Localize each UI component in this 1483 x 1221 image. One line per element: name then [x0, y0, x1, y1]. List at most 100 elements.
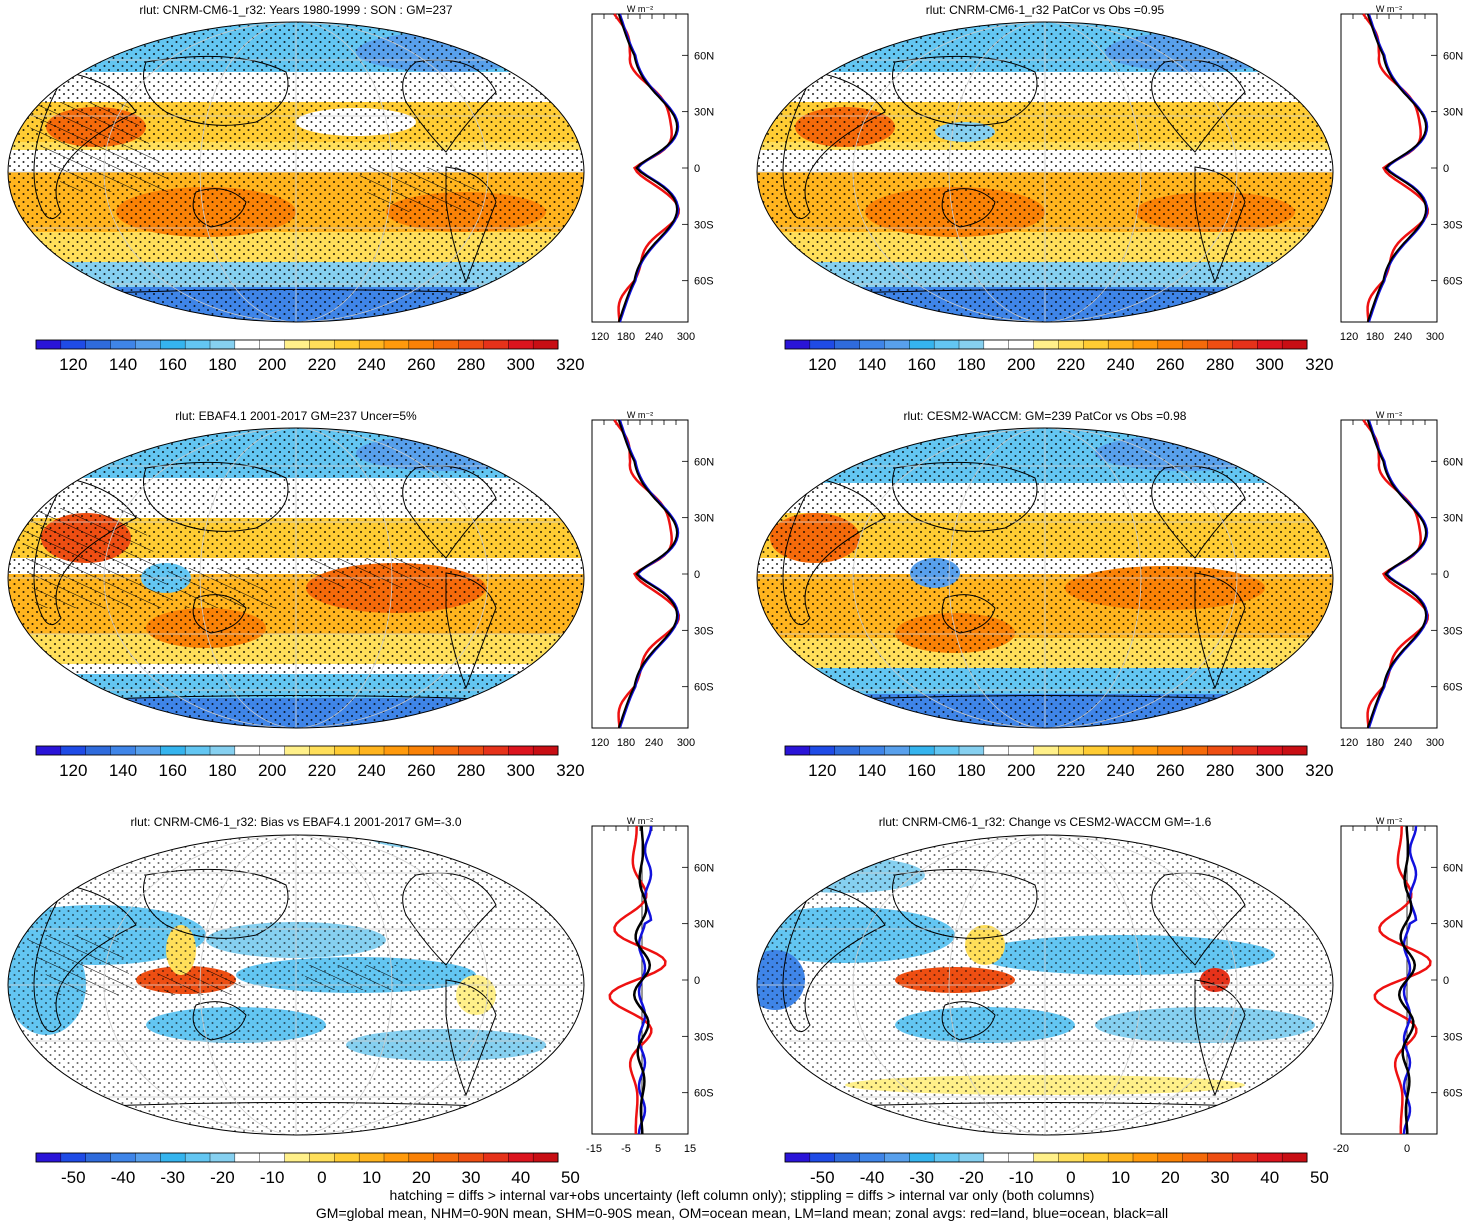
colorbar-cell: [184, 745, 211, 756]
map-robinson: [7, 427, 585, 729]
profile-x-label: 300: [677, 331, 695, 343]
colorbar-label: 280: [1206, 355, 1234, 374]
colorbar-cell: [1132, 339, 1159, 350]
colorbar-label: 140: [858, 355, 886, 374]
colorbar-cell: [784, 1152, 811, 1163]
lat-label: 30N: [694, 107, 714, 119]
colorbar-cell: [784, 745, 811, 756]
profile-x-label: 240: [1394, 737, 1412, 749]
colorbar-cell: [458, 339, 484, 350]
zonal-mean-profile: W m⁻² 60N 30N 0 30S 60S 120 180 240 300: [591, 410, 714, 749]
colorbar-cell: [408, 1152, 435, 1163]
colorbar-cell: [1132, 745, 1159, 756]
colorbar-cell: [784, 339, 811, 350]
colorbar-cell: [458, 745, 484, 756]
profile-x-label: 240: [1394, 331, 1412, 343]
colorbar-cell: [234, 339, 261, 350]
colorbar-cell: [933, 745, 960, 756]
colorbar-label: 20: [412, 1168, 431, 1187]
colorbar-cell: [433, 1152, 460, 1163]
profile-x-label: -20: [1333, 1143, 1349, 1155]
colorbar-cell: [1182, 1152, 1209, 1163]
profile-x-label: 120: [591, 331, 609, 343]
lat-label: 30S: [1443, 1031, 1463, 1043]
colorbar-label: 120: [59, 355, 87, 374]
colorbar-label: -50: [810, 1168, 835, 1187]
colorbar-cell: [184, 339, 211, 350]
colorbar-label: -40: [860, 1168, 885, 1187]
lat-label: 0: [1443, 163, 1449, 175]
colorbar-label: 220: [308, 355, 336, 374]
lat-label: 30S: [1443, 219, 1463, 231]
colorbar-cell: [809, 339, 836, 350]
panel-2: rlut: CNRM-CM6-1_r32 PatCor vs Obs =0.95: [756, 3, 1334, 374]
colorbar-cell: [1182, 745, 1209, 756]
colorbar-label: 300: [1256, 761, 1284, 780]
colorbar-cell: [1232, 339, 1258, 350]
zonal-profiles: W m⁻² 60N 30N 0 30S 60S 120 180 240 300 W m⁻² 60N 30…: [586, 4, 1463, 1155]
colorbar: 120 140 160 180 200 220 240 260 280 300 320: [35, 745, 585, 780]
profile-unit: W m⁻²: [1376, 410, 1402, 420]
zonal-curve: [613, 13, 681, 323]
colorbar-cell: [284, 745, 310, 756]
profile-x-label: 180: [617, 331, 635, 343]
colorbar-label: 220: [1057, 761, 1085, 780]
colorbar-label: -40: [111, 1168, 136, 1187]
profile-x-label: 240: [645, 331, 663, 343]
lat-label: 60N: [694, 456, 714, 468]
colorbar-cell: [1033, 745, 1059, 756]
colorbar-cell: [358, 745, 385, 756]
colorbar-cell: [1107, 745, 1134, 756]
colorbar-cell: [1083, 1152, 1109, 1163]
zonal-curve: [618, 13, 680, 323]
colorbar-label: 50: [561, 1168, 580, 1187]
map-robinson: [7, 21, 585, 323]
colorbar-label: -30: [160, 1168, 185, 1187]
colorbar-cell: [259, 339, 286, 350]
colorbar-cell: [983, 1152, 1010, 1163]
lat-label: 60N: [1443, 50, 1463, 62]
colorbar-cell: [1157, 745, 1184, 756]
lat-label: 60S: [1443, 682, 1463, 694]
zonal-curve: [1366, 419, 1428, 729]
colorbar-cell: [1033, 1152, 1059, 1163]
profile-x-label: 300: [1426, 331, 1444, 343]
colorbar-cell: [983, 339, 1010, 350]
panel-title: rlut: CESM2-WACCM: GM=239 PatCor vs Obs …: [904, 409, 1187, 423]
colorbar-label: 160: [908, 761, 936, 780]
colorbar: -50 -40 -30 -20 -10 0 10 20 30 40 50: [35, 1152, 580, 1187]
zonal-curve: [617, 13, 679, 323]
colorbar-cell: [1058, 1152, 1084, 1163]
colorbar: 120 140 160 180 200 220 240 260 280 300 320: [784, 339, 1334, 374]
colorbar-label: 200: [258, 355, 286, 374]
colorbar-cell: [209, 339, 236, 350]
panel-title: rlut: EBAF4.1 2001-2017 GM=237 Uncer=5%: [175, 409, 417, 423]
colorbar-label: 180: [208, 355, 236, 374]
footer-line-2: GM=global mean, NHM=0-90N mean, SHM=0-90…: [316, 1205, 1168, 1221]
colorbar-cell: [1157, 1152, 1184, 1163]
colorbar-cell: [60, 1152, 87, 1163]
colorbar-cell: [135, 1152, 161, 1163]
lat-label: 30N: [1443, 919, 1463, 931]
colorbar-label: -10: [1009, 1168, 1034, 1187]
colorbar-cell: [1281, 1152, 1308, 1163]
profile-x-label: 240: [645, 737, 663, 749]
colorbar-cell: [160, 1152, 186, 1163]
panel-title: rlut: CNRM-CM6-1_r32 PatCor vs Obs =0.95: [926, 3, 1165, 17]
footer-line-1: hatching = diffs > internal var+obs unce…: [390, 1187, 1095, 1203]
colorbar-cell: [834, 1152, 861, 1163]
map-robinson: [7, 834, 585, 1136]
zonal-curve: [1397, 825, 1417, 1135]
lat-label: 30S: [1443, 625, 1463, 637]
zonal-curve: [1362, 13, 1430, 323]
panel-4: rlut: CESM2-WACCM: GM=239 PatCor vs Obs …: [756, 409, 1334, 780]
colorbar-cell: [983, 745, 1010, 756]
zonal-mean-profile: W m⁻² 60N 30N 0 30S 60S -20 0: [1333, 816, 1463, 1155]
colorbar-cell: [1182, 339, 1209, 350]
colorbar-cell: [1008, 339, 1035, 350]
colorbar-label: 320: [1305, 761, 1333, 780]
colorbar-cell: [184, 1152, 211, 1163]
colorbar-label: 180: [208, 761, 236, 780]
zonal-curve: [608, 825, 667, 1134]
